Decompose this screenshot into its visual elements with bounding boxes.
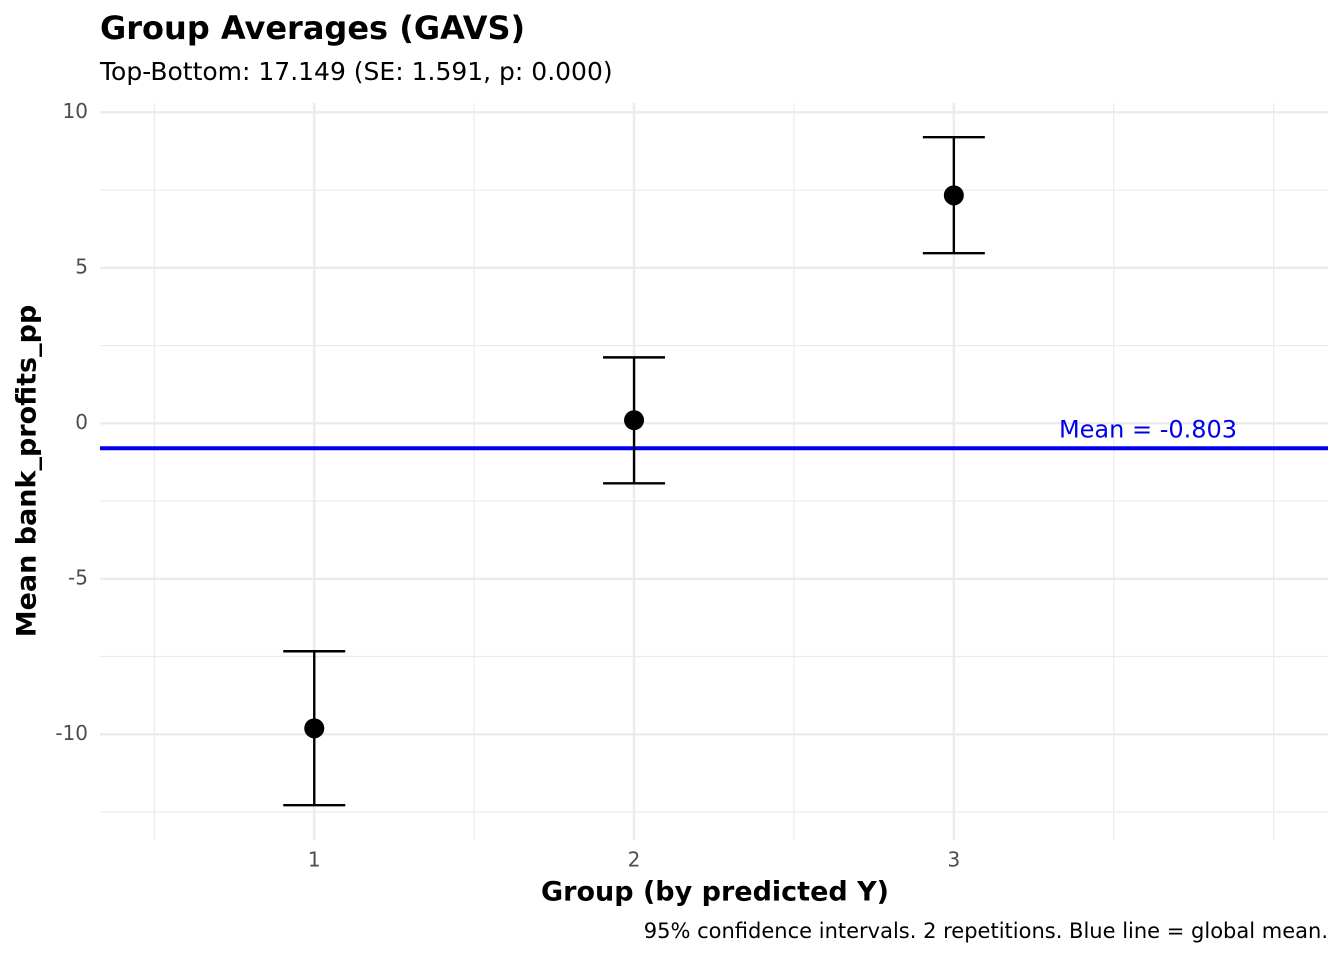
x-tick-label: 3: [947, 848, 960, 872]
mean-annotation: Mean = -0.803: [1059, 415, 1237, 443]
point: [304, 718, 325, 739]
y-tick-label: -5: [68, 565, 88, 589]
y-axis-title: Mean bank_profits_pp: [12, 305, 43, 638]
x-tick-label: 1: [308, 848, 321, 872]
x-tick-label: 2: [628, 848, 641, 872]
caption: 95% confidence intervals. 2 repetitions.…: [644, 919, 1328, 943]
point: [943, 185, 964, 206]
chart-subtitle: Top-Bottom: 17.149 (SE: 1.591, p: 0.000): [99, 57, 613, 86]
point: [624, 410, 645, 431]
y-tick-label: 5: [75, 254, 88, 278]
x-axis-title: Group (by predicted Y): [541, 877, 889, 908]
y-tick-label: 10: [63, 99, 88, 123]
y-tick-label: -10: [55, 721, 88, 745]
chart-title: Group Averages (GAVS): [100, 9, 525, 47]
y-tick-label: 0: [75, 410, 88, 434]
